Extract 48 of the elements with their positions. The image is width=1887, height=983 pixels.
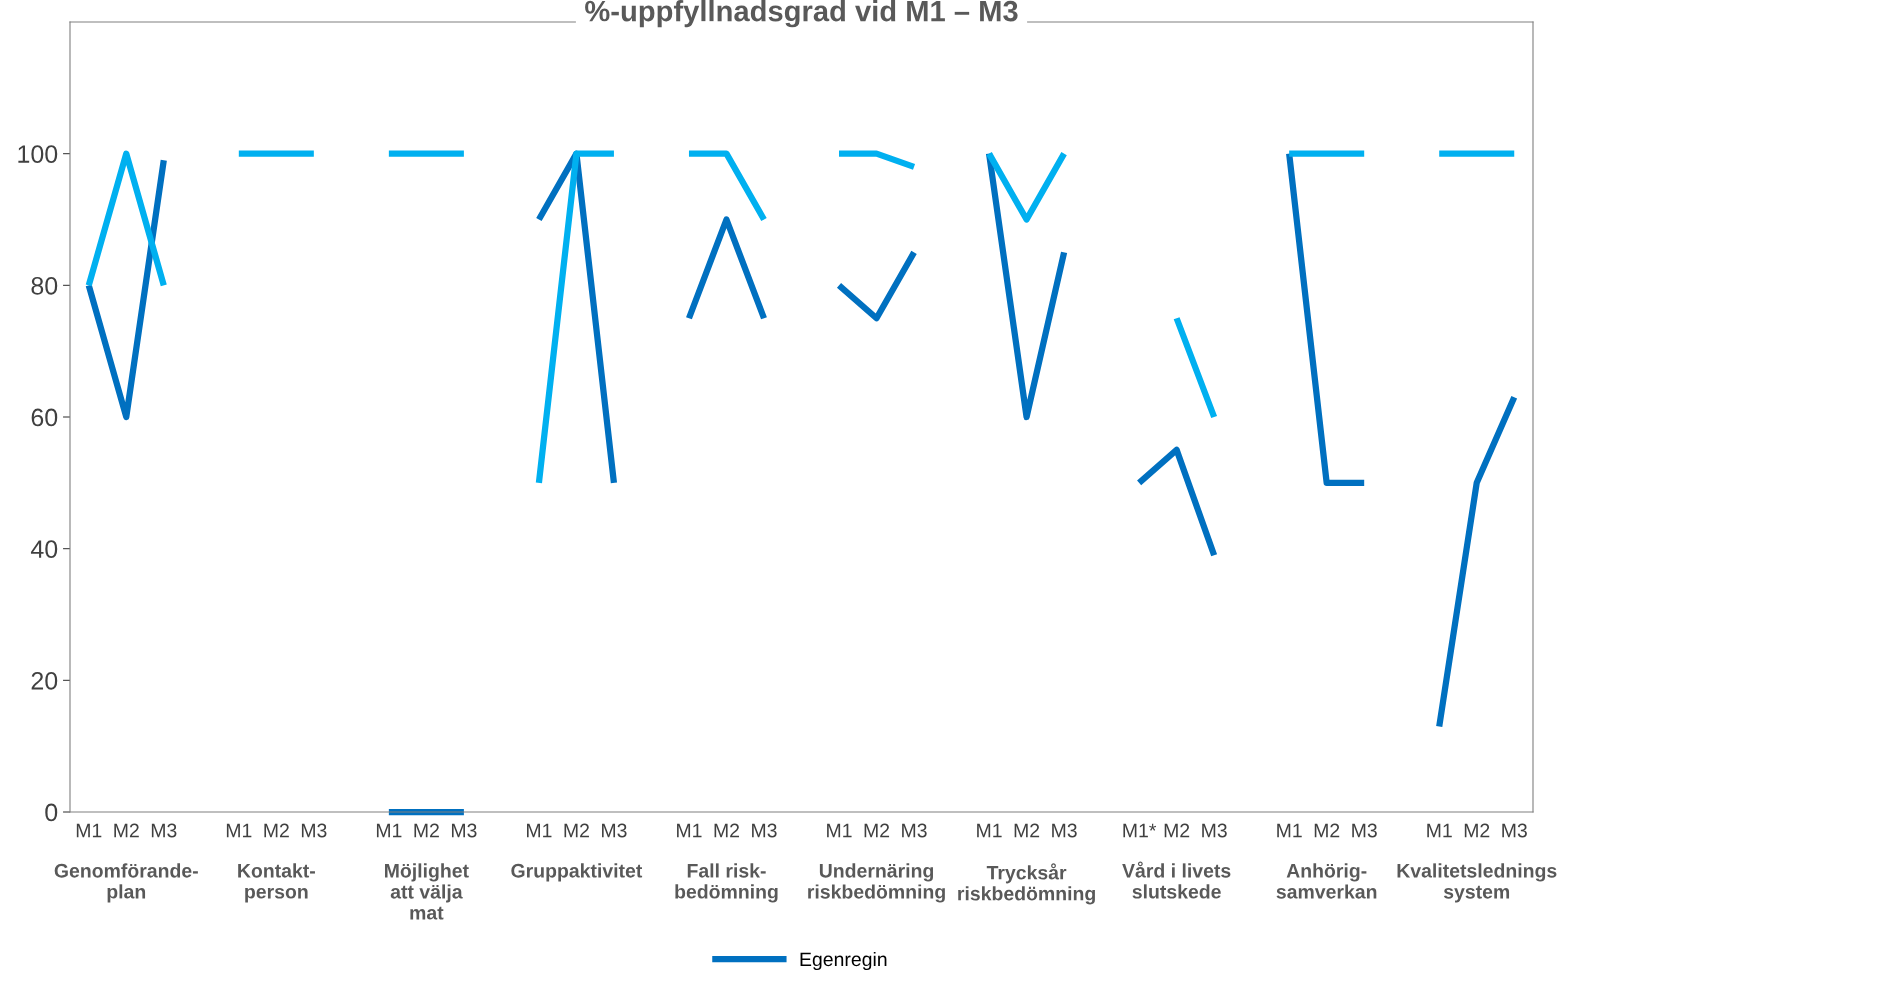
text: Trycksår riskbedömning: [958, 863, 1095, 905]
x-tick-label: M3: [1502, 823, 1527, 838]
x-tick-label: M1: [977, 823, 1002, 838]
x-tick-label: M2: [1164, 823, 1190, 838]
chart-title: %-uppfyllnadsgrad vid M1 – M3: [585, 0, 1018, 28]
x-tick-label: M3: [752, 823, 777, 838]
x-tick-label: M2: [1014, 823, 1040, 838]
x-tick-label: M3: [1352, 823, 1377, 838]
x-tick-label: M1: [1427, 823, 1452, 838]
text: Vård i livets slutskede: [1122, 861, 1231, 899]
x-tick-label: M1: [226, 823, 252, 838]
text: Fall risk- bedömning: [675, 863, 778, 903]
x-tick-label: M1*: [1123, 823, 1157, 838]
text: Gruppaktivitet: [511, 863, 643, 882]
x-tick-label: M3: [151, 823, 177, 838]
x-tick-label: M2: [264, 823, 289, 838]
x-tick-label: M3: [602, 823, 627, 838]
text: Anhörig- samverkan: [1276, 863, 1377, 899]
x-tick-label: M2: [1464, 823, 1490, 838]
x-tick-label: M1: [527, 823, 552, 838]
text: Undernäring riskbedömning: [808, 863, 945, 903]
text: Kontakt- person: [238, 863, 315, 903]
x-tick-label: M1: [827, 823, 852, 838]
y-tick-label: 0: [45, 803, 58, 822]
x-tick-label: M2: [414, 823, 439, 838]
x-tick-label: M1: [1277, 823, 1302, 838]
x-tick-label: M2: [864, 823, 890, 838]
text: Möjlighet att välja mat: [385, 863, 469, 920]
y-tick-label: 20: [31, 671, 58, 690]
x-tick-label: M2: [114, 823, 139, 838]
x-tick-label: M2: [564, 823, 589, 838]
x-tick-label: M3: [902, 823, 927, 838]
y-tick-label: 60: [31, 408, 58, 427]
x-tick-label: M3: [1052, 823, 1077, 838]
x-tick-label: M1: [76, 823, 102, 838]
x-tick-label: M3: [451, 823, 477, 838]
x-tick-label: M2: [714, 823, 739, 838]
legend-label: Egenregin: [800, 951, 887, 971]
text: Kvalitetslednings system: [1397, 863, 1557, 903]
y-tick-label: 100: [18, 145, 58, 163]
y-tick-label: 80: [31, 276, 58, 295]
x-tick-label: M2: [1314, 823, 1340, 838]
x-tick-label: M1: [376, 823, 402, 838]
y-tick-label: 40: [30, 540, 58, 558]
x-tick-label: M3: [301, 823, 327, 838]
x-tick-label: M3: [1202, 823, 1227, 838]
text: Genomförande- plan: [54, 863, 198, 903]
x-tick-label: M1: [677, 823, 702, 838]
